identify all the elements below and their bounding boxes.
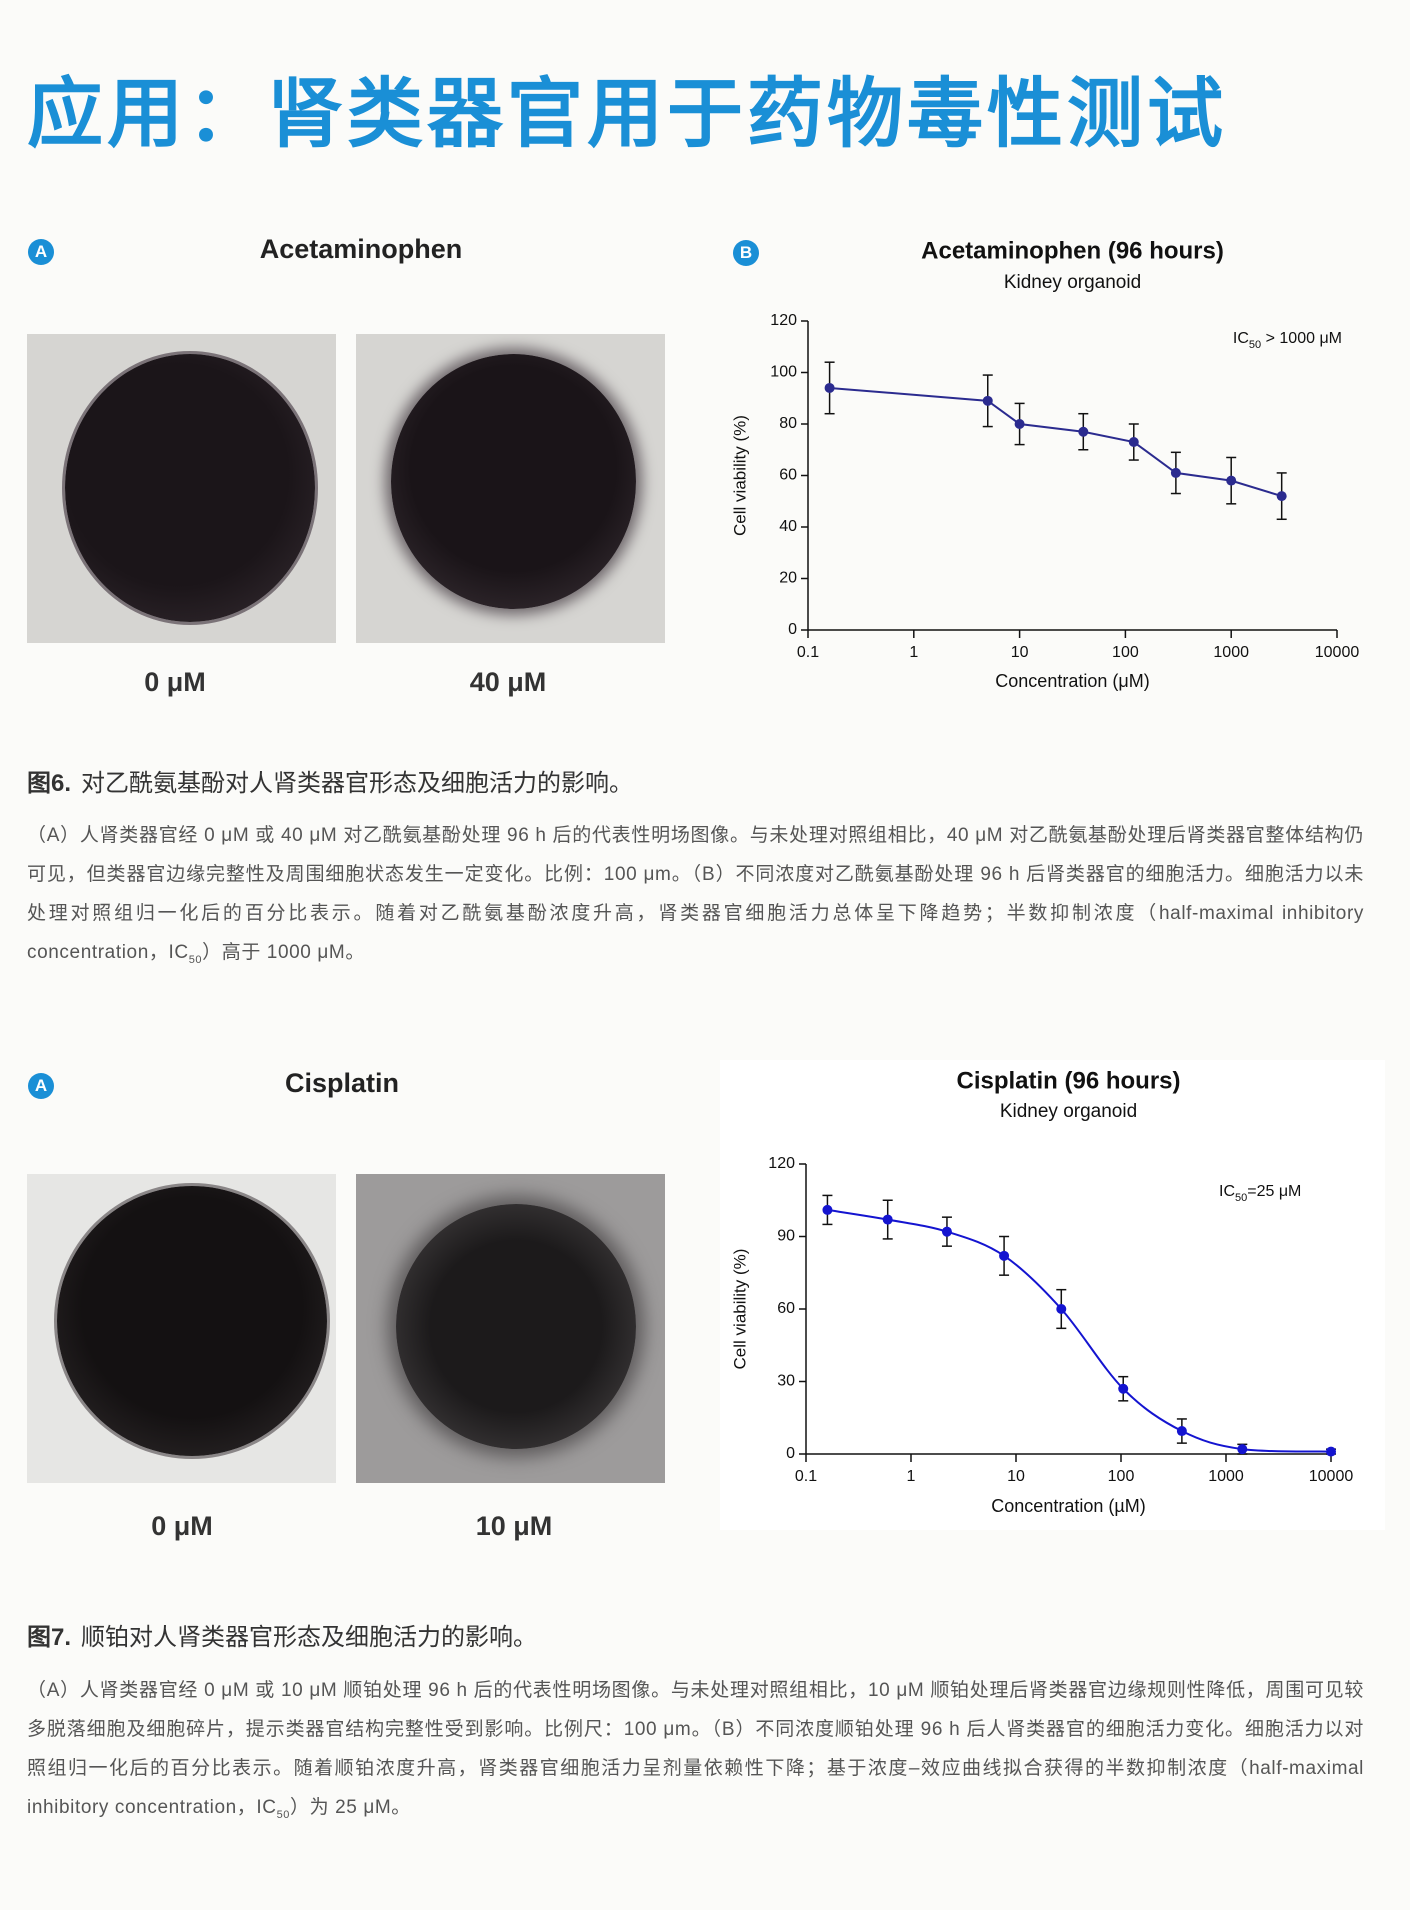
annotation: IC50 > 1000 μM (1233, 330, 1342, 351)
y-tick-label: 40 (779, 518, 797, 535)
data-point (1326, 1446, 1336, 1457)
x-tick-label: 10000 (1315, 644, 1360, 661)
annotation-part: IC (1219, 1183, 1235, 1200)
panel-badge: B (733, 240, 759, 266)
dose-label: 10 μM (475, 1511, 553, 1541)
data-point (999, 1250, 1010, 1261)
annotation-part: =25 μM (1247, 1183, 1301, 1200)
data-point (1014, 419, 1025, 429)
data-point (882, 1214, 893, 1225)
figure-caption: 图7. 顺铂对人肾类器官形态及细胞活力的影响。 (27, 1617, 537, 1652)
x-tick-label: 1000 (1208, 1468, 1244, 1485)
annotation: IC50=25 μM (1219, 1183, 1301, 1204)
data-point (1276, 491, 1287, 502)
x-tick-label: 10 (1011, 644, 1029, 661)
panel-badge: A (28, 1073, 54, 1099)
caption-title: 顺铂对人肾类器官形态及细胞活力的影响。 (81, 1624, 538, 1651)
x-tick-label: 1 (907, 1468, 916, 1485)
x-tick-label: 1000 (1213, 644, 1249, 661)
y-tick-label: 100 (770, 364, 797, 381)
data-point (1118, 1383, 1129, 1394)
caption-body: （A）人肾类器官经 0 μM 或 10 μM 顺铂处理 96 h 后的代表性明场… (27, 1671, 1364, 1835)
y-tick-label: 80 (779, 415, 797, 432)
caption-text: （A）人肾类器官经 0 μM 或 40 μM 对乙酰氨基酚处理 96 h 后的代… (27, 825, 1364, 963)
x-tick-label: 10000 (1309, 1468, 1354, 1485)
y-tick-label: 120 (770, 312, 797, 329)
chart-title: Acetaminophen (96 hours) (921, 237, 1224, 264)
chart-subtitle: Kidney organoid (1004, 272, 1141, 293)
x-axis-label: Concentration (μM) (995, 671, 1149, 691)
data-point (824, 382, 835, 393)
drug-name: Cisplatin (284, 1068, 400, 1098)
x-tick-label: 100 (1108, 1468, 1135, 1485)
y-axis-label: Cell viability (%) (730, 415, 749, 536)
y-tick-label: 30 (777, 1373, 795, 1390)
data-point (941, 1226, 952, 1237)
y-tick-label: 60 (779, 467, 797, 484)
x-tick-label: 100 (1112, 644, 1139, 661)
microscopy-image (356, 1174, 665, 1483)
chart-subtitle: Kidney organoid (1000, 1101, 1137, 1122)
x-tick-label: 1 (909, 644, 918, 661)
dose-label: 0 μM (151, 1511, 213, 1541)
x-tick-label: 0.1 (795, 1468, 817, 1485)
x-axis-label: Concentration (µM) (991, 1496, 1145, 1516)
data-point (982, 395, 993, 406)
caption-subscript: 50 (188, 953, 203, 966)
caption-text: ）为 25 μM。 (290, 1797, 411, 1818)
figure-caption: 图6. 对乙酰氨基酚对人肾类器官形态及细胞活力的影响。 (27, 763, 633, 798)
y-tick-label: 90 (777, 1228, 795, 1245)
x-tick-label: 0.1 (797, 644, 819, 661)
data-point (1226, 475, 1237, 486)
y-tick-label: 20 (779, 570, 797, 587)
chart-title: Cisplatin (96 hours) (956, 1067, 1180, 1094)
y-axis-label: Cell viability (%) (730, 1249, 749, 1370)
caption-label: 图7. (27, 1624, 72, 1651)
data-point (1128, 437, 1139, 448)
y-tick-label: 60 (777, 1300, 795, 1317)
microscopy-image (27, 1174, 336, 1483)
dose-label: 40 μM (469, 667, 547, 697)
data-point (1237, 1444, 1248, 1455)
microscopy-image (356, 334, 665, 643)
data-point (1078, 426, 1089, 437)
dose-label: 0 μM (144, 667, 206, 697)
caption-subscript: 50 (276, 1808, 291, 1821)
data-line (827, 1208, 1332, 1453)
annotation-part: 50 (1235, 1192, 1247, 1204)
data-point (1170, 467, 1181, 478)
panel-badge: A (28, 239, 54, 265)
caption-title: 对乙酰氨基酚对人肾类器官形态及细胞活力的影响。 (81, 770, 634, 797)
y-tick-label: 0 (788, 621, 797, 638)
y-tick-label: 120 (768, 1155, 795, 1172)
data-line (829, 386, 1282, 498)
page-title: 应用：肾类器官用于药物毒性测试 (27, 72, 1227, 157)
data-point (1056, 1304, 1067, 1314)
chart-panel (720, 1060, 1385, 1530)
x-tick-label: 10 (1007, 1468, 1025, 1485)
data-point (822, 1204, 833, 1215)
caption-body: （A）人肾类器官经 0 μM 或 40 μM 对乙酰氨基酚处理 96 h 后的代… (27, 816, 1364, 980)
data-point (1176, 1426, 1187, 1437)
caption-text: ）高于 1000 μM。 (202, 942, 365, 963)
annotation-part: > 1000 μM (1261, 330, 1342, 347)
drug-name: Acetaminophen (259, 234, 463, 264)
annotation-part: IC (1233, 330, 1249, 347)
caption-text: （A）人肾类器官经 0 μM 或 10 μM 顺铂处理 96 h 后的代表性明场… (27, 1680, 1364, 1818)
caption-label: 图6. (27, 770, 72, 797)
y-tick-label: 0 (786, 1445, 795, 1462)
annotation-part: 50 (1249, 339, 1261, 351)
microscopy-image (27, 334, 336, 643)
